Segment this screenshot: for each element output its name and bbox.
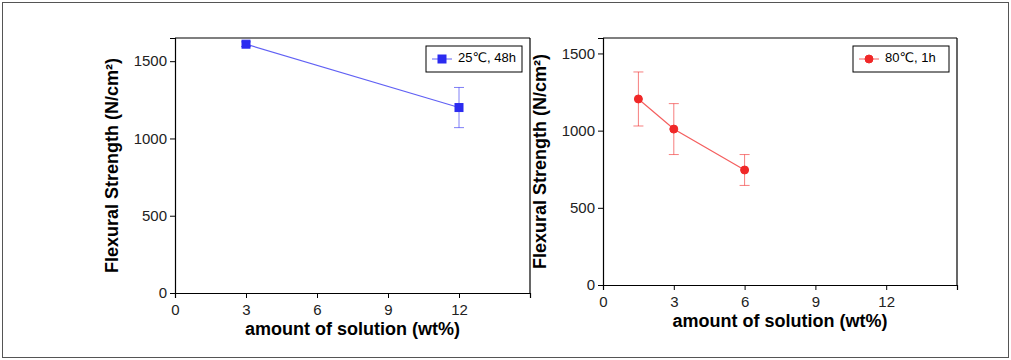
- y-tick-label: 1500: [134, 52, 167, 69]
- y-tick: 1000: [562, 122, 603, 139]
- x-tick: 0: [599, 285, 607, 310]
- x-tick-label: 0: [599, 293, 607, 310]
- x-tick-mark: [246, 293, 247, 298]
- x-tick-mark: [459, 293, 460, 298]
- frame-top: [603, 37, 957, 38]
- series-line: [638, 99, 744, 170]
- error-cap: [454, 87, 464, 88]
- x-tick: 0: [171, 293, 179, 318]
- outer-border: [3, 3, 1009, 358]
- x-tick: 12: [451, 293, 468, 318]
- x-tick-label: 3: [242, 301, 250, 318]
- y-tick: 1000: [134, 130, 175, 147]
- y-tick-label: 500: [570, 199, 595, 216]
- y-tick-mark: [170, 293, 175, 294]
- x-tick-label: 3: [670, 293, 678, 310]
- y-tick-mark: [598, 285, 603, 286]
- x-axis: 0 3 6 9 12: [599, 285, 957, 310]
- y-tick-mark: [170, 216, 175, 217]
- x-tick: 3: [670, 285, 678, 310]
- y-tick: 1500: [134, 52, 175, 69]
- chart-panel: 0 3 6 9 12 0 500 1000 1500 amount of solution (wt…: [102, 38, 531, 339]
- x-tick: 6: [313, 293, 321, 318]
- y-tick-mark: [170, 138, 175, 139]
- x-axis-title: amount of solution (wt%): [245, 319, 460, 339]
- x-tick-label: 12: [878, 293, 895, 310]
- frame-top: [175, 37, 530, 38]
- y-tick-label: 1500: [562, 45, 595, 62]
- data-point: [242, 40, 250, 48]
- chart-panel: 0 3 6 9 12 0 500 1000 1500 amount of solution (wt…: [530, 38, 958, 331]
- y-tick: 0: [159, 284, 175, 301]
- y-tick: 0: [587, 276, 603, 293]
- x-axis-title: amount of solution (wt%): [673, 311, 888, 331]
- x-tick-label: 9: [812, 293, 820, 310]
- x-tick-label: 6: [313, 301, 321, 318]
- error-cap: [740, 185, 750, 186]
- legend-box: [853, 46, 949, 72]
- x-tick-mark: [317, 293, 318, 298]
- error-cap: [669, 154, 679, 155]
- y-tick: 500: [570, 199, 603, 216]
- data-point: [670, 125, 678, 133]
- error-cap: [454, 127, 464, 128]
- x-tick-mark: [815, 285, 816, 290]
- x-axis: 0 3 6 9 12: [171, 293, 530, 318]
- x-tick-label: 6: [741, 293, 749, 310]
- y-axis: 0 500 1000 1500: [562, 39, 604, 294]
- legend: 80℃, 1h: [853, 46, 949, 72]
- y-tick-label: 1000: [134, 130, 167, 147]
- x-tick-label: 12: [451, 301, 468, 318]
- x-axis-line: [176, 294, 531, 299]
- y-tick-mark: [598, 208, 603, 209]
- legend: 25℃, 48h: [426, 46, 522, 72]
- x-tick: 9: [812, 285, 820, 310]
- y-tick-mark: [170, 61, 175, 62]
- y-axis: 0 500 1000 1500: [134, 39, 176, 302]
- x-tick-mark: [388, 293, 389, 298]
- x-tick: 6: [741, 285, 749, 310]
- data-point: [634, 95, 642, 103]
- x-tick-mark: [745, 285, 746, 290]
- y-tick-label: 500: [142, 207, 167, 224]
- y-tick-label: 0: [587, 276, 595, 293]
- data-point: [741, 166, 749, 174]
- x-tick-label: 9: [384, 301, 392, 318]
- x-tick-mark: [886, 285, 887, 290]
- y-tick: 1500: [562, 45, 603, 62]
- y-tick-mark: [598, 131, 603, 132]
- error-cap: [740, 154, 750, 155]
- legend-marker: [865, 55, 873, 63]
- legend-box: [426, 46, 522, 72]
- error-cap: [669, 103, 679, 104]
- data-point: [455, 104, 463, 112]
- y-axis-title: Flexural Strength (N/cm²): [530, 54, 550, 269]
- frame-right: [956, 38, 957, 285]
- error-bar: [454, 87, 464, 127]
- plot-area: [633, 72, 749, 185]
- x-tick-label: 0: [171, 301, 179, 318]
- error-cap: [633, 125, 643, 126]
- x-axis-line: [604, 286, 958, 291]
- y-axis-line: [170, 39, 176, 294]
- y-tick: 500: [142, 207, 175, 224]
- y-axis-title: Flexural Strength (N/cm²): [102, 58, 122, 273]
- x-tick-mark: [674, 285, 675, 290]
- error-bar: [633, 72, 643, 126]
- legend-label: 80℃, 1h: [885, 50, 936, 65]
- x-tick: 3: [242, 293, 250, 318]
- error-cap: [633, 71, 643, 72]
- y-tick-mark: [598, 53, 603, 54]
- error-bar: [740, 155, 750, 186]
- x-tick: 12: [878, 285, 895, 310]
- y-tick-label: 0: [159, 284, 167, 301]
- y-tick-label: 1000: [562, 122, 595, 139]
- y-axis-line: [598, 39, 604, 286]
- chart-canvas: 0 3 6 9 12 0 500 1000 1500 amount of solution (wt…: [0, 0, 1011, 360]
- x-tick: 9: [384, 293, 392, 318]
- legend-label: 25℃, 48h: [458, 50, 516, 65]
- legend-marker: [438, 55, 446, 63]
- error-bar: [669, 104, 679, 155]
